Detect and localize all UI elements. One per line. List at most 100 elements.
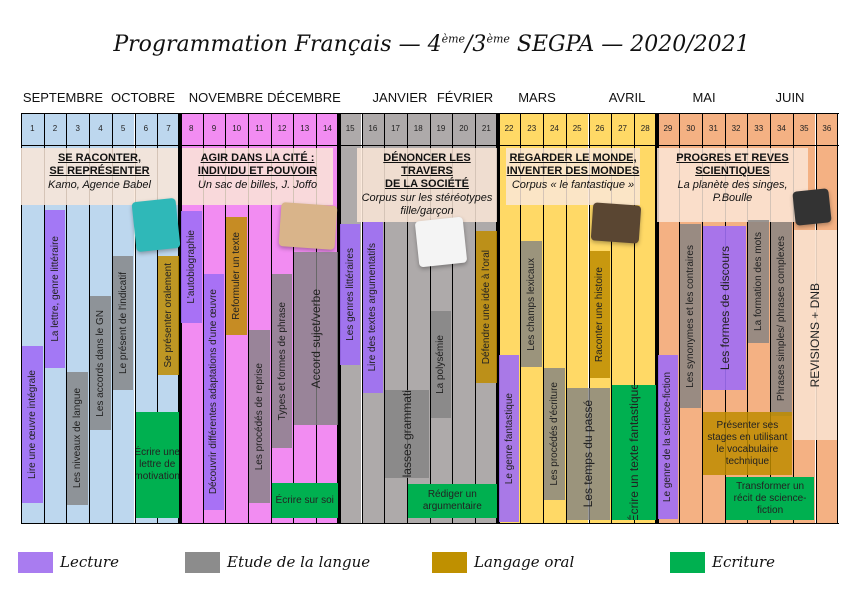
activity-block: La lettre, genre littéraire <box>44 210 66 368</box>
activity-block: Transformer un récit de science-fiction <box>725 477 815 520</box>
legend-swatch <box>432 552 467 573</box>
activity-block: Les genres littéraires <box>339 224 361 365</box>
activity-block: Le présent de l'indicatif <box>112 256 134 390</box>
section-subtitle: Corpus sur les stéréotypes fille/garçon <box>361 192 493 217</box>
section-title: SE RACONTER, <box>57 152 142 164</box>
activity-label: Accord sujet/verbe <box>309 288 324 389</box>
activity-block: REVISIONS + DNB <box>793 230 838 440</box>
section-header: DÉNONCER LES TRAVERS DE LA SOCIÉTÉ Corpus … <box>357 148 497 222</box>
week-number: 36 <box>822 124 832 133</box>
activity-block: Reformuler un texte <box>226 217 247 335</box>
period-divider <box>177 113 182 524</box>
section-subtitle: Kamo, Agence Babel <box>48 179 151 191</box>
month-label: OCTOBRE <box>110 90 176 105</box>
week-number: 8 <box>189 124 194 133</box>
activity-block: Les temps du passé <box>566 388 611 520</box>
activity-label: Les niveaux de langue <box>72 388 84 489</box>
activity-label: Les procédés d'écriture <box>548 382 560 486</box>
activity-label: Reformuler un texte <box>231 232 243 320</box>
week-number: 1 <box>30 124 35 133</box>
section-title: SE REPRÉSENTER <box>49 165 150 177</box>
week-number: 33 <box>754 124 764 133</box>
week-number: 32 <box>731 124 741 133</box>
week-number: 27 <box>618 124 627 133</box>
activity-block: Rédiger un argumentaire <box>407 484 497 518</box>
activity-block: Raconter une histoire <box>589 251 611 378</box>
activity-label: REVISIONS + DNB <box>808 282 823 388</box>
week-number: 31 <box>708 124 718 133</box>
activity-block: Les accords dans le GN <box>90 296 111 430</box>
courbet-portrait-image <box>590 202 642 244</box>
section-header: REGARDER LE MONDE, INVENTER DES MONDES Cor… <box>506 148 640 205</box>
activity-label: Les accords dans le GN <box>94 309 106 417</box>
section-title: PROGRES ET REVES <box>676 152 789 164</box>
week-number: 26 <box>595 124 605 133</box>
activity-label: La polysémie <box>435 335 447 394</box>
legend-swatch <box>185 552 220 573</box>
activity-label: Découvrir différentes adaptations d'une … <box>208 289 220 495</box>
activity-block: Écrire une lettre de motivation <box>135 412 179 518</box>
week-number: 21 <box>481 124 491 133</box>
activity-label: Les genres littéraires <box>344 248 356 341</box>
week-number: 18 <box>413 124 423 133</box>
section-title: SCIENTIQUES <box>695 165 770 177</box>
activity-block: Défendre une idée à l'oral <box>476 231 497 383</box>
section-title: INDIVIDU ET POUVOIR <box>197 165 318 177</box>
activity-label: Les formes de discours <box>717 245 732 371</box>
activity-block: Les synonymes et les contraires <box>680 224 701 408</box>
activity-label: Se présenter oralement <box>163 263 175 368</box>
section-subtitle: La planète des singes, P.Boulle <box>677 179 788 204</box>
month-label: AVRIL <box>608 90 646 105</box>
activity-label: Le genre de la science-fiction <box>662 371 674 503</box>
week-number: 35 <box>799 124 809 133</box>
legend-label: Etude de la langue <box>227 553 371 571</box>
legend-label: Langage oral <box>474 553 575 571</box>
activity-block: Les niveaux de langue <box>67 372 89 505</box>
period-divider <box>495 113 500 524</box>
month-label: MARS <box>518 90 556 105</box>
week-number: 11 <box>255 124 264 133</box>
section-header: PROGRES ET REVES SCIENTIQUES La planète de… <box>657 148 808 222</box>
kamo-book-cover-image <box>131 197 181 253</box>
stereotype-drawing-image <box>414 216 468 268</box>
activity-block: Découvrir différentes adaptations d'une … <box>203 274 225 510</box>
week-number: 22 <box>504 124 514 133</box>
week-number: 9 <box>211 124 217 133</box>
activity-block: L'autobiographie <box>180 211 202 323</box>
week-number: 7 <box>166 124 171 133</box>
grid-line <box>21 523 839 524</box>
activity-label: Rédiger un argumentaire <box>422 489 482 512</box>
month-label: NOVEMBRE <box>188 90 264 105</box>
period-divider <box>336 113 341 524</box>
section-title: REGARDER LE MONDE, <box>509 152 637 164</box>
activity-label: Les temps du passé <box>581 400 596 508</box>
week-number: 2 <box>52 124 58 133</box>
legend-swatch <box>670 552 705 573</box>
activity-label: Lire une œuvre intégrale <box>26 370 38 479</box>
activity-block: La polysémie <box>430 311 452 418</box>
activity-block: Les procédés de reprise <box>249 330 270 503</box>
activity-label: La lettre, genre littéraire <box>49 236 61 342</box>
month-label: MAI <box>692 90 716 105</box>
period-divider <box>654 113 659 524</box>
month-label: SEPTEMBRE <box>22 90 104 105</box>
section-subtitle: Corpus « le fantastique » <box>511 179 635 191</box>
activity-block: Phrases simples/ phrases complexes <box>771 222 792 416</box>
activity-label: Défendre une idée à l'oral <box>480 249 492 365</box>
week-number: 12 <box>277 124 287 133</box>
activity-label: Raconter une histoire <box>594 266 606 363</box>
activity-block: Les procédés d'écriture <box>544 368 565 500</box>
section-header: AGIR DANS LA CITÉ : INDIVIDU ET POUVOIR Un… <box>182 148 333 205</box>
week-number: 34 <box>776 124 786 133</box>
activity-block: Le genre fantastique <box>498 355 520 522</box>
week-number: 15 <box>345 124 355 133</box>
week-number: 10 <box>232 124 242 133</box>
week-number: 24 <box>549 124 559 133</box>
week-number: 16 <box>368 124 378 133</box>
activity-block: Écrire un texte fantastique <box>612 385 656 520</box>
ape-photo-image <box>792 188 832 226</box>
section-subtitle: Un sac de billes, J. Joffo <box>197 179 318 191</box>
activity-label: Écrire un texte fantastique <box>626 385 641 520</box>
section-title: AGIR DANS LA CITÉ : <box>200 152 315 164</box>
grid-line <box>21 113 839 114</box>
